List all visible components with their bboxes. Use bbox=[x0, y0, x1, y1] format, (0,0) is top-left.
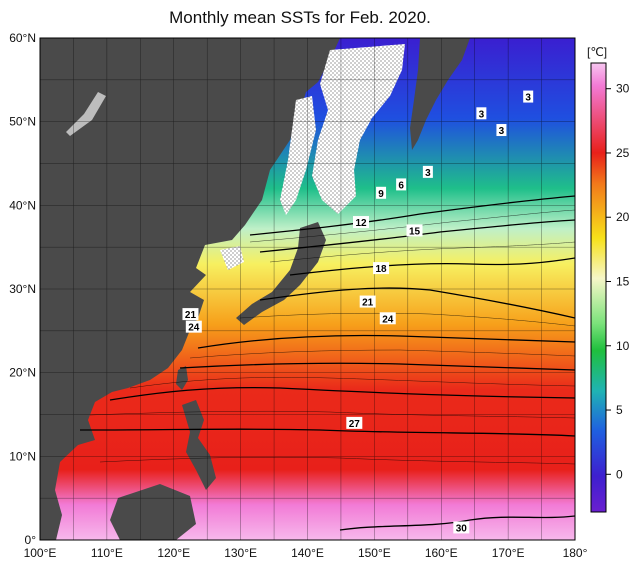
land-philippines bbox=[182, 400, 216, 490]
lat-label: 0° bbox=[25, 533, 37, 547]
colorbar-tick: 15 bbox=[616, 275, 630, 289]
lon-label: 170°E bbox=[492, 546, 525, 560]
svg-text:24: 24 bbox=[188, 323, 200, 334]
svg-text:3: 3 bbox=[425, 168, 431, 179]
isotherm-label: 3 bbox=[496, 124, 507, 137]
lon-label: 130°E bbox=[224, 546, 257, 560]
lat-label: 10°N bbox=[9, 449, 36, 463]
lat-label: 30°N bbox=[9, 282, 36, 296]
svg-text:12: 12 bbox=[355, 218, 367, 229]
plot-frame bbox=[39, 37, 576, 541]
sea-ice-bohai bbox=[220, 246, 244, 270]
colorbar bbox=[590, 62, 607, 513]
isotherm-label: 3 bbox=[523, 90, 534, 104]
isotherm-label: 21 bbox=[359, 295, 376, 309]
isotherm-label: 3 bbox=[422, 165, 433, 179]
isotherm-label: 18 bbox=[373, 262, 390, 275]
lat-label: 20°N bbox=[9, 366, 36, 380]
lon-label: 100°E bbox=[24, 546, 57, 560]
colorbar-tick: 20 bbox=[616, 210, 630, 224]
land-taiwan bbox=[176, 366, 188, 390]
svg-text:18: 18 bbox=[376, 264, 388, 275]
svg-text:15: 15 bbox=[409, 226, 421, 237]
isotherm-label: 3 bbox=[476, 107, 487, 120]
isotherm-label: 21 bbox=[182, 308, 199, 321]
svg-text:21: 21 bbox=[185, 310, 197, 321]
isotherm-label: 24 bbox=[185, 320, 202, 334]
lon-label: 180° bbox=[563, 546, 588, 560]
isotherm-label: 15 bbox=[406, 224, 423, 237]
colorbar-tick: 0 bbox=[616, 467, 623, 481]
lon-label: 160°E bbox=[425, 546, 458, 560]
sea-ice-okhotsk bbox=[312, 44, 405, 214]
lon-label: 150°E bbox=[358, 546, 391, 560]
lat-label: 40°N bbox=[9, 198, 36, 212]
svg-text:27: 27 bbox=[349, 419, 361, 430]
lat-label: 60°N bbox=[9, 31, 36, 45]
lake bbox=[66, 92, 106, 136]
isotherm-label: 12 bbox=[353, 216, 369, 229]
isotherm-label: 24 bbox=[379, 312, 396, 325]
lat-label: 50°N bbox=[9, 115, 36, 129]
svg-text:21: 21 bbox=[362, 298, 374, 309]
svg-text:9: 9 bbox=[378, 189, 384, 200]
isotherm-label: 27 bbox=[346, 416, 363, 430]
colorbar-tick: 30 bbox=[616, 82, 630, 96]
colorbar-tick: 10 bbox=[616, 339, 630, 353]
land-kamchatka bbox=[410, 38, 470, 150]
sea-ice-tatar bbox=[280, 96, 316, 215]
lon-label: 110°E bbox=[91, 546, 123, 560]
map-title: Monthly mean SSTs for Feb. 2020. bbox=[169, 8, 431, 27]
svg-text:24: 24 bbox=[382, 314, 394, 325]
isotherms bbox=[79, 195, 575, 531]
lon-label: 120°E bbox=[157, 546, 190, 560]
svg-text:3: 3 bbox=[479, 109, 485, 120]
svg-text:3: 3 bbox=[525, 93, 531, 104]
lon-label: 140°E bbox=[291, 546, 324, 560]
colorbar-tick: 5 bbox=[616, 403, 623, 417]
isotherm-label: 30 bbox=[453, 521, 470, 534]
isotherm-label: 6 bbox=[396, 178, 407, 191]
svg-text:3: 3 bbox=[499, 126, 505, 137]
svg-text:30: 30 bbox=[456, 523, 468, 534]
colorbar-unit: [℃] bbox=[587, 45, 607, 59]
svg-text:6: 6 bbox=[398, 180, 404, 191]
isotherm-label: 9 bbox=[376, 186, 387, 200]
colorbar-tick: 25 bbox=[616, 146, 630, 160]
